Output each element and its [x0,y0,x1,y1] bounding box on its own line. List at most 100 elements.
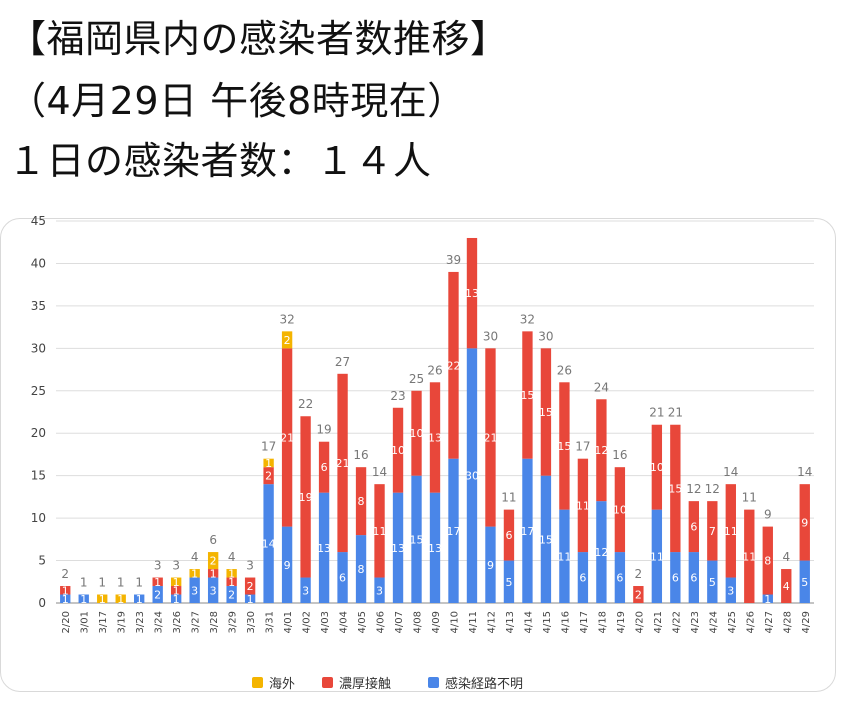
bar-segment-label: 6 [616,572,623,585]
bar-segment [540,475,552,603]
bar-segment-label: 10 [391,444,405,457]
x-tick-label: 3/23 [135,611,146,633]
x-tick-label: 4/13 [505,611,516,633]
x-tick-label: 4/12 [486,611,497,633]
legend-label-overseas: 海外 [269,676,296,692]
bar-segment [762,526,773,595]
bar-segment-label: 13 [391,542,405,555]
bar-segment-label: 10 [410,427,424,440]
bar-segment [115,594,126,603]
x-tick-label: 4/07 [394,611,405,633]
timestamp-subtitle: （4月29日 午後8時現在） [8,79,466,123]
bar-total-label: 21 [649,406,664,420]
bar-total-label: 1 [135,576,143,590]
bar-segment [263,458,274,468]
x-tick-label: 3/24 [154,611,165,633]
y-tick-label: 30 [31,341,46,355]
legend-label-close-contact: 濃厚接触 [339,676,392,692]
bar-segment-label: 15 [539,406,553,419]
bar-segment [651,509,663,603]
chart-card [0,218,836,692]
x-tick-label: 4/19 [616,611,627,633]
bar-segment-label: 6 [672,572,679,585]
bar-segment [559,509,570,603]
x-tick-label: 3/17 [98,611,109,633]
bar-segment [577,552,589,603]
bar-segment [651,424,663,510]
bar-total-label: 2 [635,567,643,581]
bar-segment-label: 15 [539,533,553,546]
y-tick-label: 25 [31,384,46,398]
bar-segment-label: 2 [284,334,291,347]
legend-item-close-contact: 濃厚接触 [322,673,392,692]
bar-segment-label: 1 [173,576,180,589]
bar-segment-label: 6 [690,521,697,534]
bar-segment [429,382,441,493]
bar-segment-label: 13 [317,542,331,555]
legend-swatch-unknown [428,676,439,688]
bar-segment-label: 15 [410,533,424,546]
y-tick-label: 20 [31,426,46,440]
bar-total-label: 25 [409,372,424,386]
bar-segment-label: 21 [336,457,350,470]
bar-segment [466,237,478,349]
bar-segment [300,577,311,603]
bar-segment [485,348,496,527]
x-tick-label: 3/19 [117,611,128,633]
bar-segment [281,348,293,527]
bar-segment-label: 9 [801,516,808,529]
x-tick-label: 3/28 [209,611,220,633]
bar-total-label: 17 [575,440,590,454]
bar-segment [244,594,256,603]
bar-segment [226,586,237,603]
bar-total-label: 4 [228,550,236,564]
bar-segment [374,484,385,578]
y-tick-label: 45 [31,214,46,228]
bar-segment [337,373,348,553]
bar-segment-label: 9 [284,559,291,572]
bar-segment [540,348,552,476]
bar-segment-label: 9 [487,559,494,572]
bar-segment [392,492,404,603]
bar-segment-label: 14 [262,538,276,551]
bar-segment [781,569,792,603]
bar-total-label: 30 [538,329,553,343]
bar-segment [207,577,219,603]
x-tick-label: 4/28 [782,611,793,633]
bar-total-label: 21 [668,406,683,420]
bar-total-label: 11 [742,491,757,505]
bar-total-label: 32 [279,312,294,326]
bar-segment [688,501,700,553]
bar-total-label: 16 [353,448,368,462]
bars: 1121111111121311133143126211412314211792… [60,237,812,606]
bar-segment-label: 15 [557,440,571,453]
bar-segment [318,492,330,603]
bar-segment-label: 6 [690,572,697,585]
bar-segment-label: 11 [557,550,571,563]
bar-total-label: 26 [557,363,572,377]
legend-label-unknown: 感染経路不明 [445,676,524,692]
bar-segment-label: 1 [80,593,87,606]
bar-segment-label: 1 [764,593,771,606]
x-tick-label: 4/25 [727,611,738,633]
x-axis-ticks: 2/20 3/01 3/17 3/19 3/23 3/24 3/26 3/27 3/28 3/29… [61,611,812,633]
x-tick-label: 4/17 [579,611,590,633]
bar-segment-label: 13 [465,287,479,300]
bar-total-label: 6 [209,533,217,547]
bar-segment-label: 5 [801,576,808,589]
bar-segment [355,467,367,536]
bar-segment-label: 1 [154,576,161,589]
bar-total-label: 26 [427,363,442,377]
bar-segment [596,399,607,502]
bar-segment-label: 1 [136,593,143,606]
x-tick-label: 4/04 [339,611,350,633]
bar-segment [300,416,311,578]
bar-segment-label: 5 [505,576,512,589]
bar-segment [189,577,200,603]
bar-total-label: 16 [612,448,627,462]
daily-count: １日の感染者数：１４人 [8,139,432,183]
bar-total-label: 1 [117,576,125,590]
x-tick-label: 4/09 [431,611,442,633]
x-tick-label: 4/02 [302,611,313,633]
bar-total-label: 4 [782,550,790,564]
